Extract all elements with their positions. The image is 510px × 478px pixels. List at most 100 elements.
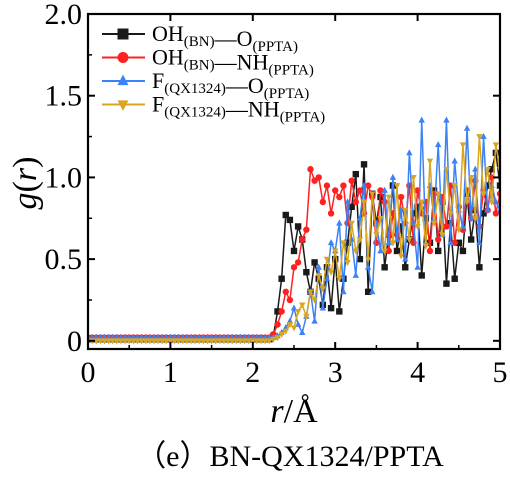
- x-title-r: r: [270, 393, 284, 430]
- data-point: [249, 338, 256, 345]
- data-point: [336, 193, 343, 201]
- data-point: [323, 275, 331, 282]
- data-point: [117, 338, 125, 345]
- data-point: [360, 161, 368, 168]
- legend-marker: [117, 74, 129, 86]
- data-point: [352, 271, 359, 278]
- y-title-r: r: [7, 167, 44, 181]
- data-point: [105, 338, 112, 345]
- data-point: [414, 203, 421, 211]
- data-point: [492, 142, 500, 149]
- data-point: [377, 215, 384, 222]
- legend-label: F(QX1324)—NH(PPTA): [152, 92, 325, 126]
- x-tick-label: 2: [245, 356, 260, 389]
- data-point: [418, 272, 425, 279]
- data-point: [381, 248, 388, 255]
- data-point: [381, 186, 388, 193]
- data-point: [212, 338, 219, 345]
- data-point: [472, 215, 479, 222]
- data-point: [175, 338, 182, 345]
- data-point: [278, 331, 285, 338]
- data-point: [422, 243, 430, 250]
- data-point: [364, 263, 372, 270]
- data-point: [303, 313, 310, 320]
- data-point: [422, 215, 430, 222]
- data-point: [290, 264, 298, 271]
- y-tick-label: 0: [67, 325, 82, 358]
- data-point: [418, 116, 425, 123]
- data-point: [224, 338, 232, 345]
- data-point: [455, 227, 462, 234]
- data-point: [340, 288, 347, 295]
- data-point: [484, 166, 491, 173]
- data-point: [286, 322, 294, 329]
- data-point: [286, 216, 294, 224]
- data-point: [307, 166, 314, 173]
- data-point: [158, 338, 166, 345]
- data-point: [163, 338, 170, 345]
- data-point: [344, 239, 351, 246]
- data-point: [480, 132, 487, 139]
- data-point: [356, 255, 364, 263]
- data-point: [146, 338, 153, 345]
- data-point: [402, 207, 409, 214]
- data-point: [472, 165, 479, 172]
- data-point: [488, 166, 495, 173]
- data-point: [488, 199, 495, 206]
- data-point: [307, 289, 314, 296]
- data-point: [327, 269, 335, 276]
- data-point: [270, 336, 277, 343]
- data-point: [311, 259, 318, 266]
- data-point: [332, 187, 339, 194]
- data-point: [237, 338, 244, 345]
- data-point: [348, 203, 355, 211]
- series-3: [88, 134, 500, 345]
- data-point: [299, 302, 306, 309]
- data-point: [397, 193, 405, 201]
- data-point: [299, 236, 306, 243]
- data-point: [208, 338, 215, 345]
- data-point: [402, 264, 409, 271]
- y-title-open: (: [7, 181, 44, 192]
- data-point: [319, 286, 327, 293]
- data-point: [290, 325, 298, 332]
- data-point: [319, 304, 327, 311]
- data-point: [187, 338, 195, 345]
- data-point: [393, 247, 401, 255]
- data-point: [340, 240, 347, 247]
- data-point: [496, 182, 500, 189]
- data-point: [286, 296, 294, 304]
- data-point: [204, 338, 211, 345]
- data-point: [393, 183, 401, 190]
- data-point: [385, 194, 392, 201]
- data-point: [299, 328, 306, 336]
- data-point: [191, 338, 199, 345]
- y-title-g: g: [7, 192, 44, 209]
- data-point: [294, 309, 302, 316]
- data-point: [348, 220, 355, 227]
- data-point: [241, 338, 248, 345]
- ticks-layer: 0 1 2 3 4 5 0 0.5 1.0 1.5 2.0: [45, 0, 508, 389]
- data-point: [435, 236, 442, 243]
- data-point: [167, 338, 174, 345]
- data-point: [451, 157, 458, 164]
- data-point: [455, 239, 462, 246]
- data-point: [327, 239, 335, 246]
- data-point: [315, 174, 322, 181]
- data-point: [397, 206, 405, 213]
- data-point: [134, 338, 141, 345]
- data-point: [443, 280, 450, 287]
- data-point: [200, 338, 207, 345]
- data-point: [171, 338, 178, 345]
- data-point: [467, 175, 475, 182]
- data-point: [476, 239, 483, 246]
- data-point: [274, 308, 281, 315]
- series-line: [88, 152, 500, 340]
- x-title-slash: /: [284, 393, 294, 430]
- data-point: [467, 214, 475, 221]
- data-point: [463, 124, 471, 131]
- data-point: [414, 224, 421, 231]
- data-point: [311, 297, 318, 304]
- data-point: [356, 187, 364, 194]
- data-point: [480, 210, 487, 217]
